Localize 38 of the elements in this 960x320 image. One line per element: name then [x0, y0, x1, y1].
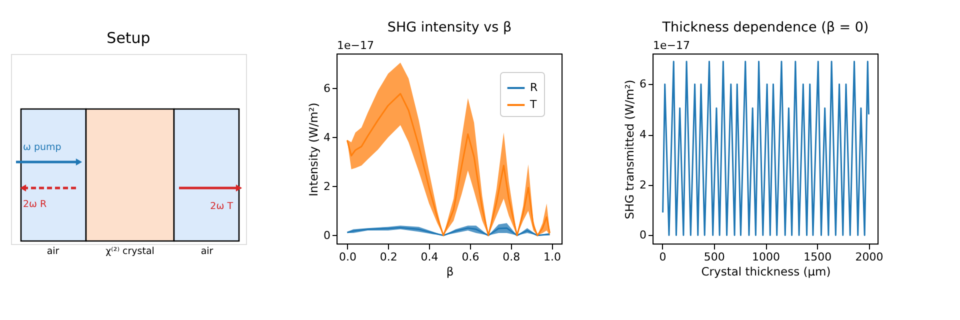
legend-label: T: [529, 98, 537, 111]
x-tick-label: 1000: [752, 250, 780, 264]
y-tick-label: 2: [324, 180, 330, 193]
text: 1e−17: [337, 39, 374, 52]
y-tick-label: 0: [324, 228, 330, 242]
y-tick-label: 6: [324, 82, 330, 95]
x-tick-label: 0.0: [338, 250, 356, 264]
x-axis-title: Crystal thickness (μm): [701, 264, 831, 278]
text: air: [200, 246, 214, 257]
legend-label: R: [530, 81, 538, 94]
x-tick-label: 0.6: [462, 250, 480, 264]
x-axis-title: β: [446, 264, 454, 278]
y-axis-title: SHG transmitted (W/m²): [622, 80, 636, 220]
text: 1e−17: [653, 39, 690, 52]
x-tick-label: 1500: [804, 250, 832, 264]
text: 2ω R: [23, 199, 48, 210]
y-tick-label: 4: [324, 130, 330, 144]
x-tick-label: 0.8: [502, 250, 520, 264]
line-series: [346, 226, 550, 236]
x-tick-label: 1.0: [544, 250, 562, 264]
x-tick-label: 2000: [855, 250, 884, 264]
text: 2ω T: [210, 201, 234, 212]
x-tick-label: 500: [704, 250, 725, 264]
text: χ⁽²⁾ crystal: [106, 246, 154, 257]
y-tick-label: 0: [640, 228, 646, 242]
y-tick-label: 2: [640, 178, 646, 192]
x-tick-label: 0.2: [380, 250, 398, 264]
y-tick-label: 6: [640, 78, 646, 91]
chart-title: Thickness dependence (β = 0): [661, 20, 869, 36]
y-axis-title: Intensity (W/m²): [306, 102, 320, 196]
x-tick-label: 0: [659, 250, 666, 264]
line-series: [662, 60, 870, 236]
text: Setup: [106, 29, 150, 47]
chart-title: SHG intensity vs β: [387, 20, 512, 36]
y-tick-label: 4: [640, 128, 646, 142]
text: ω pump: [23, 142, 62, 153]
x-tick-label: 0.4: [420, 250, 438, 264]
text: air: [46, 246, 60, 257]
